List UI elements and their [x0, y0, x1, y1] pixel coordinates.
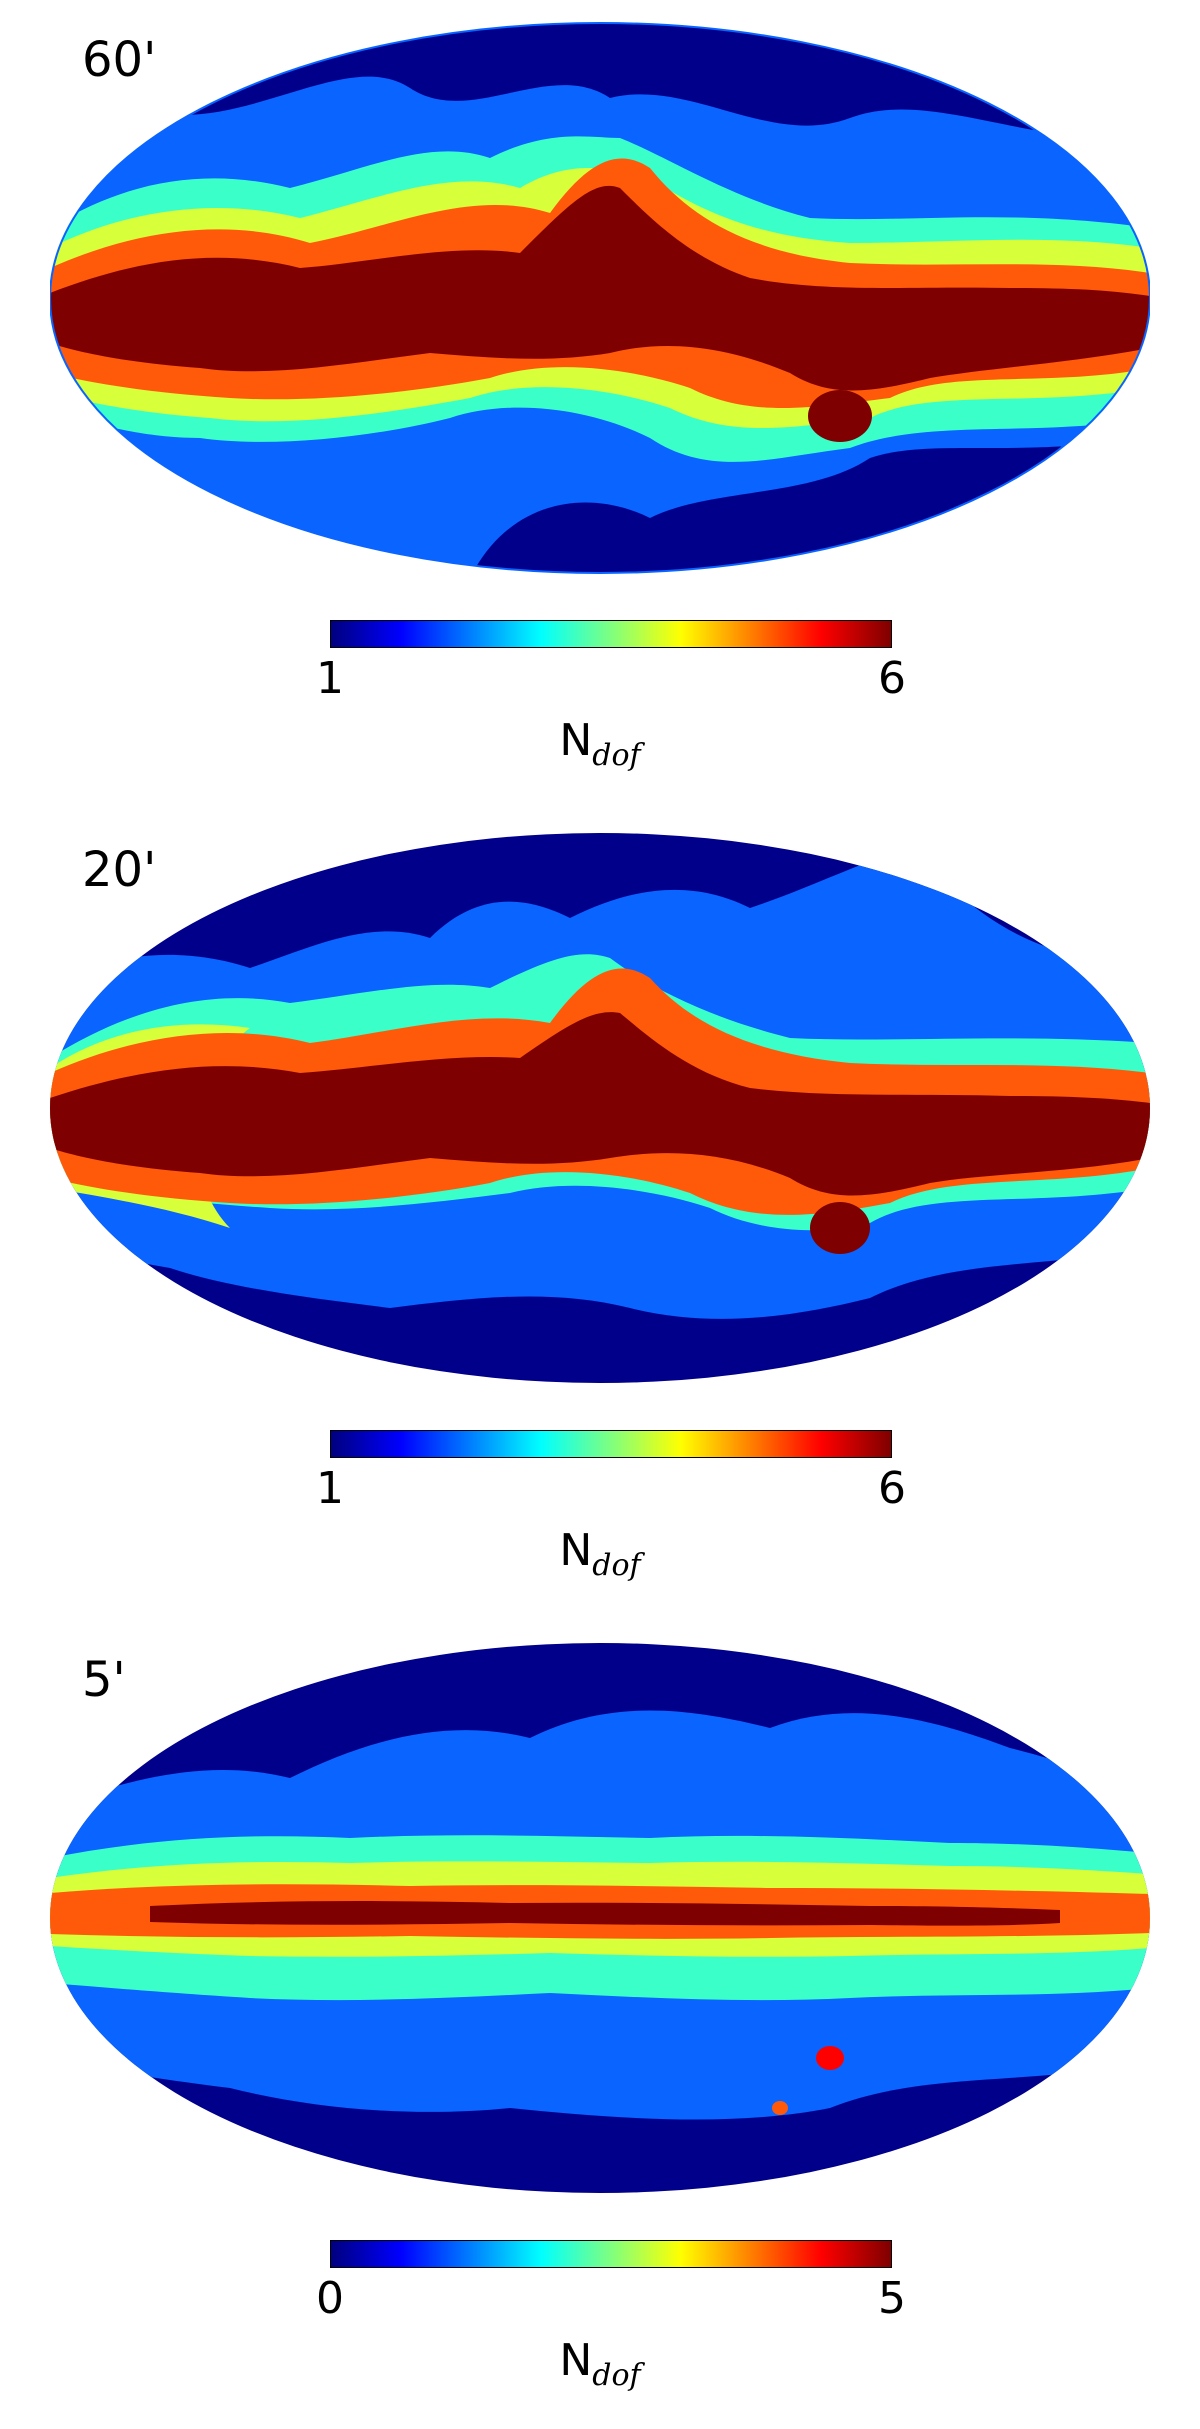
colorbar-label-main: N: [559, 1525, 593, 1576]
mollweide-map: [50, 1643, 1150, 2193]
resolution-label: 5': [82, 1652, 126, 1708]
mollweide-map: [50, 22, 1150, 574]
colorbar-min-tick: 1: [316, 1463, 344, 1514]
mollweide-map: [50, 833, 1150, 1383]
region-dark-red: [50, 1012, 1150, 1196]
colorbar-label-main: N: [559, 715, 593, 766]
colorbar-label-sub: dof: [592, 2358, 641, 2393]
resolution-label: 60': [82, 32, 157, 88]
colorbar-min-tick: 0: [316, 2273, 344, 2324]
colorbar-max-tick: 6: [878, 653, 906, 704]
colorbar-max-tick: 5: [878, 2273, 906, 2324]
map-panel-60arcmin: 60' 1 6 Ndof: [0, 0, 1200, 800]
map-panel-20arcmin: 20' 1 6 Ndof: [0, 810, 1200, 1610]
region-dark-red: [50, 185, 1150, 391]
colorbar-label-sub: dof: [592, 1548, 641, 1583]
region-dark-red-blob-small: [772, 2101, 788, 2115]
resolution-label: 20': [82, 842, 157, 898]
colorbar-max-tick: 6: [878, 1463, 906, 1514]
colorbar-label: Ndof: [0, 1525, 1200, 1583]
region-dark-red-blob: [808, 390, 872, 442]
colorbar-label: Ndof: [0, 715, 1200, 773]
region-dark-red-blob: [816, 2046, 844, 2070]
region-dark-red: [150, 1901, 1060, 1926]
colorbar: [330, 2240, 892, 2268]
colorbar-label: Ndof: [0, 2335, 1200, 2393]
colorbar-label-main: N: [559, 2335, 593, 2386]
colorbar-min-tick: 1: [316, 653, 344, 704]
colorbar: [330, 1430, 892, 1458]
map-panel-5arcmin: 5' 0 5 Ndof: [0, 1620, 1200, 2420]
colorbar: [330, 620, 892, 648]
colorbar-label-sub: dof: [592, 738, 641, 773]
region-dark-red-blob: [810, 1202, 870, 1254]
